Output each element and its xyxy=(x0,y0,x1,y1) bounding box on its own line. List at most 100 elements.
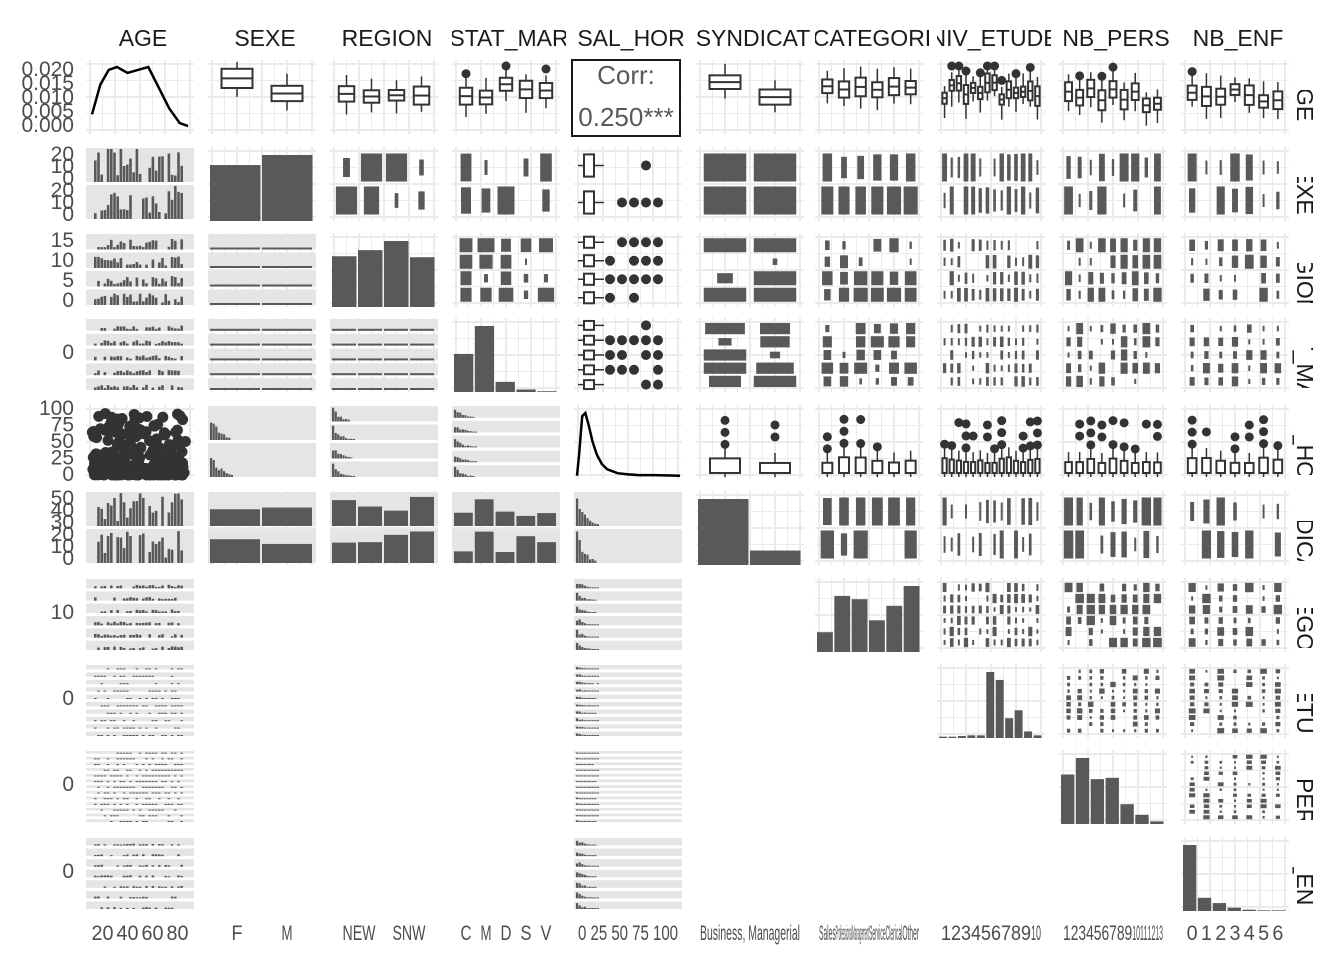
facet-band xyxy=(86,702,194,707)
count-block xyxy=(1133,584,1137,591)
histogram-bar xyxy=(594,775,597,777)
histogram-bar xyxy=(177,585,180,589)
count-block xyxy=(1275,669,1281,674)
histogram-bar xyxy=(148,907,151,909)
x-tick-label: 60 xyxy=(142,922,164,945)
histogram-bar xyxy=(170,735,174,736)
outlier-point xyxy=(617,350,627,360)
histogram-bar xyxy=(145,242,148,250)
histogram-bar xyxy=(94,356,97,361)
histogram-bar xyxy=(106,803,110,805)
count-block xyxy=(1098,153,1105,182)
count-block xyxy=(1014,376,1018,387)
histogram-bar xyxy=(122,792,126,794)
box xyxy=(1005,456,1013,474)
count-block xyxy=(1015,617,1017,624)
count-block xyxy=(1067,325,1070,332)
histogram-bar xyxy=(103,792,107,794)
count-block xyxy=(903,186,918,215)
facet-band xyxy=(86,751,194,754)
facet-band xyxy=(574,694,682,699)
histogram-bar xyxy=(583,553,586,563)
histogram-bar xyxy=(154,809,158,811)
count-block xyxy=(460,187,472,214)
histogram-bar xyxy=(110,532,113,563)
count-block xyxy=(979,158,982,177)
scatter-point xyxy=(144,435,156,447)
histogram-bar xyxy=(174,257,177,268)
count-block xyxy=(1121,531,1127,558)
outlier-point xyxy=(961,431,971,441)
histogram-bar xyxy=(142,775,145,777)
histogram-bar xyxy=(464,459,467,463)
histogram-bar xyxy=(94,781,97,783)
count-block xyxy=(1245,582,1254,593)
count-block xyxy=(1262,585,1265,590)
count-block xyxy=(1121,583,1127,592)
histogram-bar xyxy=(174,775,177,777)
y-tick-label: 10 xyxy=(51,249,74,272)
outlier-point xyxy=(1075,431,1085,441)
x-tick-label: 2 xyxy=(951,922,961,945)
histogram-bar xyxy=(337,471,340,477)
histogram-bar xyxy=(177,683,180,685)
histogram-bar xyxy=(345,475,348,477)
box xyxy=(583,153,595,178)
x-tick-label: 3 xyxy=(1230,922,1241,945)
correlation-box xyxy=(571,59,681,137)
histogram-bar xyxy=(583,803,586,805)
histogram-bar xyxy=(161,752,164,754)
histogram-bar xyxy=(586,648,589,650)
histogram-bar xyxy=(122,855,126,857)
histogram-bar xyxy=(129,875,132,878)
count-block xyxy=(1232,584,1238,591)
histogram-bar xyxy=(591,855,594,857)
histogram-bar xyxy=(154,343,158,346)
histogram-bar xyxy=(591,690,594,692)
histogram-bar xyxy=(138,173,142,182)
histogram-bar xyxy=(586,683,589,685)
count-block xyxy=(1098,287,1106,302)
facet-band xyxy=(86,880,194,888)
histogram-bar xyxy=(167,246,171,250)
histogram-bar xyxy=(154,510,158,526)
count-block xyxy=(1141,497,1152,526)
count-block xyxy=(1216,497,1225,526)
facet-band xyxy=(86,838,194,846)
histogram-bar xyxy=(596,524,599,526)
count-block xyxy=(979,325,982,332)
histogram-bar xyxy=(161,599,164,601)
histogram-bar xyxy=(106,792,110,794)
count-block xyxy=(1099,715,1104,720)
box xyxy=(709,457,741,475)
facet-band xyxy=(86,679,194,685)
histogram-bar xyxy=(174,299,177,305)
histogram-bar xyxy=(113,635,116,638)
count-block xyxy=(1134,682,1137,687)
count-block xyxy=(1066,337,1071,347)
histogram-bar xyxy=(589,908,592,909)
histogram-bar xyxy=(177,698,180,699)
histogram-bar xyxy=(578,508,581,526)
count-block xyxy=(993,607,996,612)
histogram-bar xyxy=(122,690,126,692)
histogram-bar xyxy=(138,897,142,899)
outlier-point xyxy=(605,350,615,360)
histogram-bar xyxy=(142,497,145,526)
histogram-bar xyxy=(177,531,180,563)
histogram-bar xyxy=(164,775,167,777)
histogram-bar xyxy=(126,865,129,867)
outlier-point xyxy=(961,419,971,429)
outlier-point xyxy=(641,274,651,285)
count-block xyxy=(979,502,982,521)
histogram-bar xyxy=(132,264,135,268)
histogram-bar xyxy=(132,341,135,346)
histogram-bar xyxy=(142,821,145,822)
count-block xyxy=(1204,351,1209,359)
histogram-bar xyxy=(161,809,164,811)
histogram-bar xyxy=(135,584,139,589)
count-block xyxy=(1231,363,1239,374)
histogram-bar xyxy=(135,355,139,361)
count-block xyxy=(1204,682,1209,687)
histogram-bar xyxy=(97,621,100,626)
